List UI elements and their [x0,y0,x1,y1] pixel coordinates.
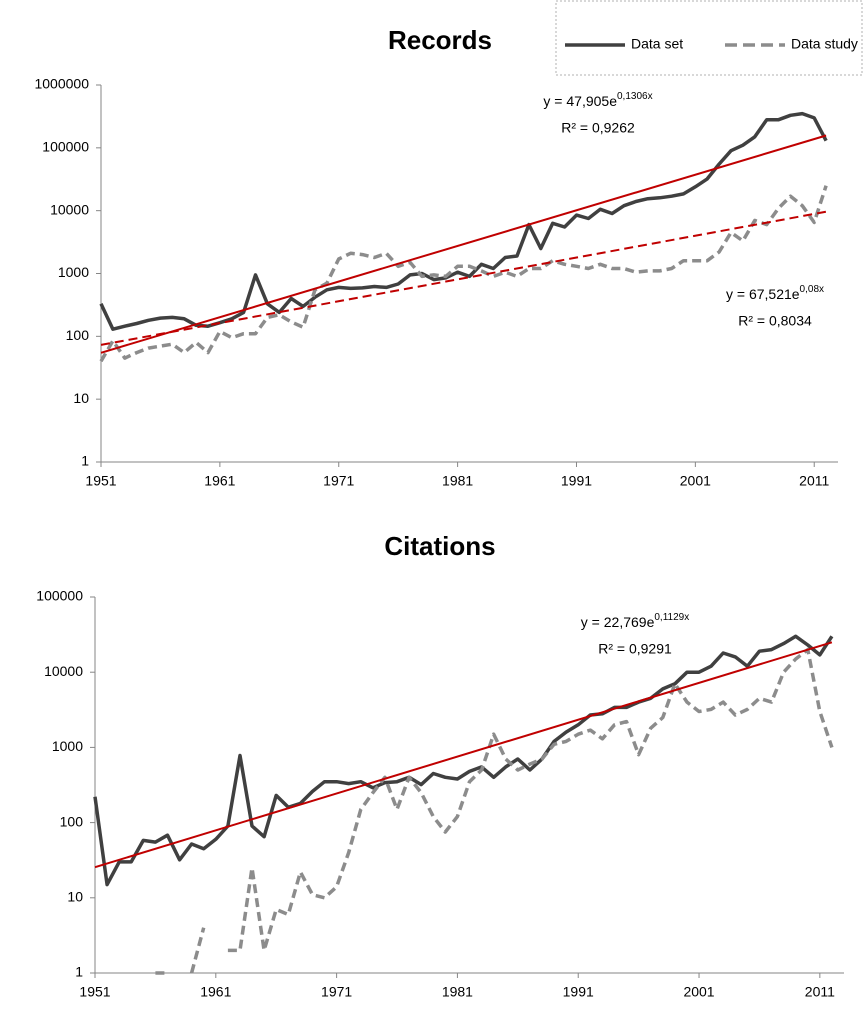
x-tick-label: 2011 [799,473,829,489]
r-squared: R² = 0,9291 [598,641,672,657]
legend-box [555,0,863,76]
x-tick-label: 1961 [200,984,231,1000]
chart-title: Records [388,25,492,55]
equation-text: y = 22,769e [581,614,655,630]
trend-equation: y = 47,905e0,1306x [543,91,652,109]
data-line [227,647,834,953]
y-tick-label: 100000 [36,588,83,604]
equation-exponent: 0,1306x [617,91,653,102]
x-tick-label: 2011 [805,984,835,1000]
equation-text: y = 67,521e [726,286,800,302]
x-tick-label: 2001 [683,984,714,1000]
y-tick-label: 100000 [42,139,89,155]
x-tick-label: 2001 [680,473,711,489]
trend-line [94,641,833,869]
y-tick-label: 10 [67,889,83,905]
trend-line [100,210,827,346]
x-tick-label: 1951 [85,473,116,489]
data-line [93,634,834,887]
x-tick-label: 1971 [321,984,352,1000]
y-tick-label: 10000 [50,201,89,217]
data-line [99,111,828,331]
data-line [189,927,206,974]
trend-equation: y = 67,521e0,08x [726,284,824,302]
trend-equation: y = 22,769e0,1129x [581,612,689,630]
y-tick-label: 10000 [44,663,83,679]
y-tick-label: 1 [81,453,89,469]
y-tick-label: 10 [73,390,89,406]
equation-exponent: 0,1129x [654,612,689,623]
x-tick-label: 1981 [442,984,473,1000]
y-tick-label: 1000 [58,264,89,280]
x-tick-label: 1971 [323,473,354,489]
trend-line [100,134,827,354]
x-tick-label: 1981 [442,473,473,489]
y-tick-label: 1 [75,964,83,980]
y-tick-label: 1000000 [34,76,89,92]
x-tick-label: 1991 [563,984,594,1000]
y-tick-label: 100 [60,813,84,829]
equation-exponent: 0,08x [800,284,824,295]
x-tick-label: 1961 [204,473,235,489]
legend-label: Data set [631,36,683,52]
y-tick-label: 100 [66,327,90,343]
x-tick-label: 1951 [79,984,110,1000]
r-squared: R² = 0,8034 [738,313,812,329]
legend-label: Data study [791,36,858,52]
r-squared: R² = 0,9262 [561,120,635,136]
chart-title: Citations [384,531,495,561]
equation-text: y = 47,905e [543,93,617,109]
y-tick-label: 1000 [52,738,83,754]
x-tick-label: 1991 [561,473,592,489]
